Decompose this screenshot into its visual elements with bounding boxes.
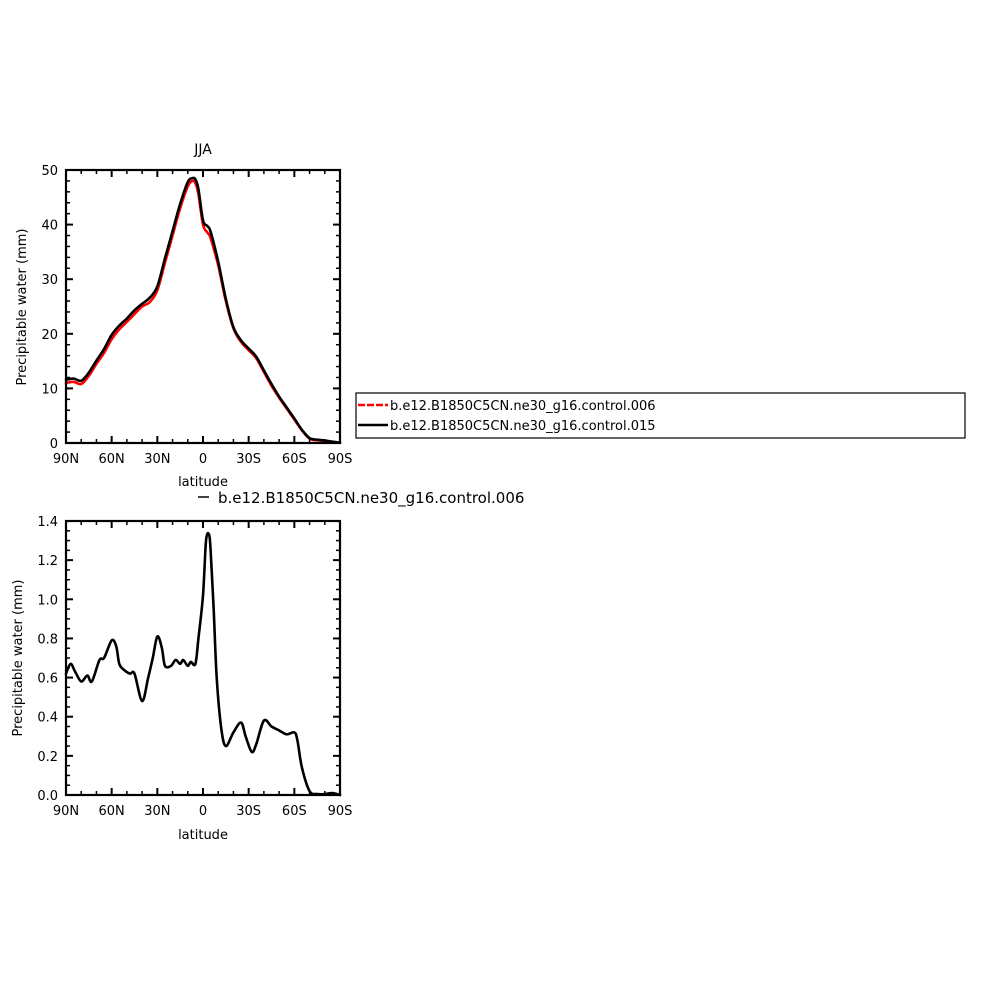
bottom-y-tick-label-3: 0.6 [37, 672, 58, 687]
top-chart: JJA 90N 60N 30N 0 30S 60S 90S 0 10 20 30 40 50 latit… [15, 142, 352, 490]
top-y-tick-label-1: 10 [41, 382, 58, 397]
top-y-tick-label-5: 50 [41, 164, 58, 179]
bottom-plot-area: 90N 60N 30N 0 30S 60S 90S 0.0 0.2 0.4 0.6 0.8 1.0 1.2… [37, 515, 352, 819]
top-y-tick-label-3: 30 [41, 273, 58, 288]
top-plot-area: 90N 60N 30N 0 30S 60S 90S 0 10 20 30 40 50 [41, 164, 352, 467]
top-y-tick-label-4: 40 [41, 219, 58, 234]
top-x-tick-label-2: 30N [144, 452, 170, 467]
chart-title: JJA [193, 142, 212, 158]
top-x-tick-label-1: 60N [99, 452, 125, 467]
bottom-y-tick-label-6: 1.2 [37, 554, 58, 569]
bottom-y-tick-label-5: 1.0 [37, 593, 58, 608]
legend-box [355, 392, 966, 439]
y-axis-label: Precipitable water (mm) [15, 229, 30, 386]
bottom-x-tick-label-6: 90S [328, 804, 353, 819]
bottom-x-tick-label-1: 60N [99, 804, 125, 819]
legend-label-series-2: b.e12.B1850C5CN.ne30_g16.control.015 [390, 419, 656, 434]
top-y-tick-label-2: 20 [41, 328, 58, 343]
legend: b.e12.B1850C5CN.ne30_g16.control.006 b.e… [355, 392, 966, 439]
bottom-y-tick-label-4: 0.8 [37, 632, 58, 647]
bottom-chart: b.e12.B1850C5CN.ne30_g16.control.006 90N… [11, 489, 524, 843]
bottom-x-tick-label-0: 90N [53, 804, 79, 819]
top-x-tick-label-3: 0 [199, 452, 207, 467]
top-x-tick-label-6: 90S [328, 452, 353, 467]
bottom-x-tick-label-3: 0 [199, 804, 207, 819]
bottom-y-tick-label-7: 1.4 [37, 515, 58, 530]
bottom-chart-title: b.e12.B1850C5CN.ne30_g16.control.006 [218, 489, 524, 508]
bottom-series-line-1 [64, 531, 342, 797]
bottom-x-tick-label-2: 30N [144, 804, 170, 819]
bottom-y-tick-label-1: 0.2 [37, 750, 58, 765]
top-x-tick-label-5: 60S [282, 452, 307, 467]
top-x-tick-label-0: 90N [53, 452, 79, 467]
bottom-x-tick-label-5: 60S [282, 804, 307, 819]
top-x-tick-label-4: 30S [236, 452, 261, 467]
top-y-tick-label-0: 0 [50, 437, 58, 452]
bottom-x-axis-label: latitude [178, 828, 228, 843]
bottom-x-tick-label-4: 30S [236, 804, 261, 819]
bottom-y-tick-label-0: 0.0 [37, 789, 58, 804]
legend-label-series-1: b.e12.B1850C5CN.ne30_g16.control.006 [390, 399, 656, 414]
x-axis-label: latitude [178, 475, 228, 490]
top-plot-frame [64, 168, 342, 445]
bottom-y-axis-label: Precipitable water (mm) [11, 580, 26, 737]
bottom-y-tick-label-2: 0.4 [37, 711, 58, 726]
top-series-line-2 [64, 176, 342, 445]
